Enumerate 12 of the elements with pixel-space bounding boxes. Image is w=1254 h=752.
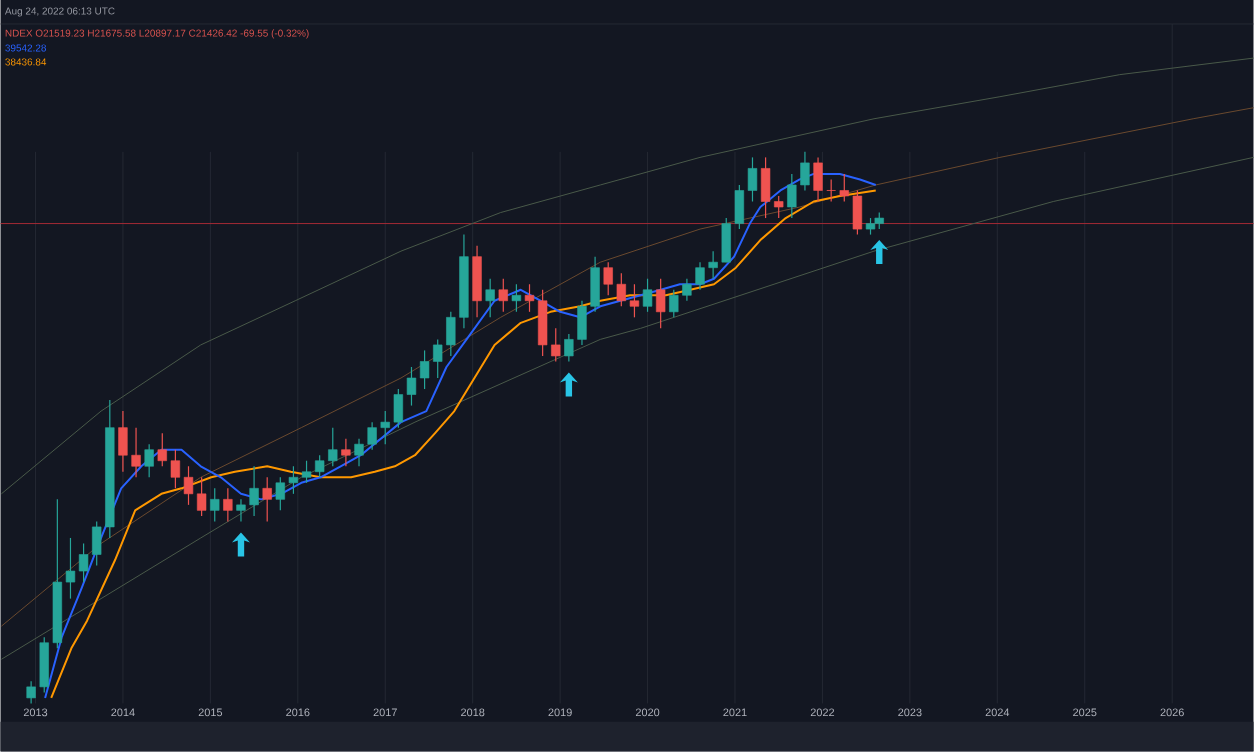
candlestick [642,278,653,313]
candlestick [485,278,495,319]
candlestick [262,477,272,523]
candlestick [472,245,482,319]
candlestick [223,488,233,523]
candlestick [656,278,666,330]
candlestick [511,283,522,313]
candlestick [813,157,823,203]
candlestick [144,443,154,479]
candlestick [498,278,508,313]
candlestick [210,488,220,523]
candlestick [341,438,351,468]
